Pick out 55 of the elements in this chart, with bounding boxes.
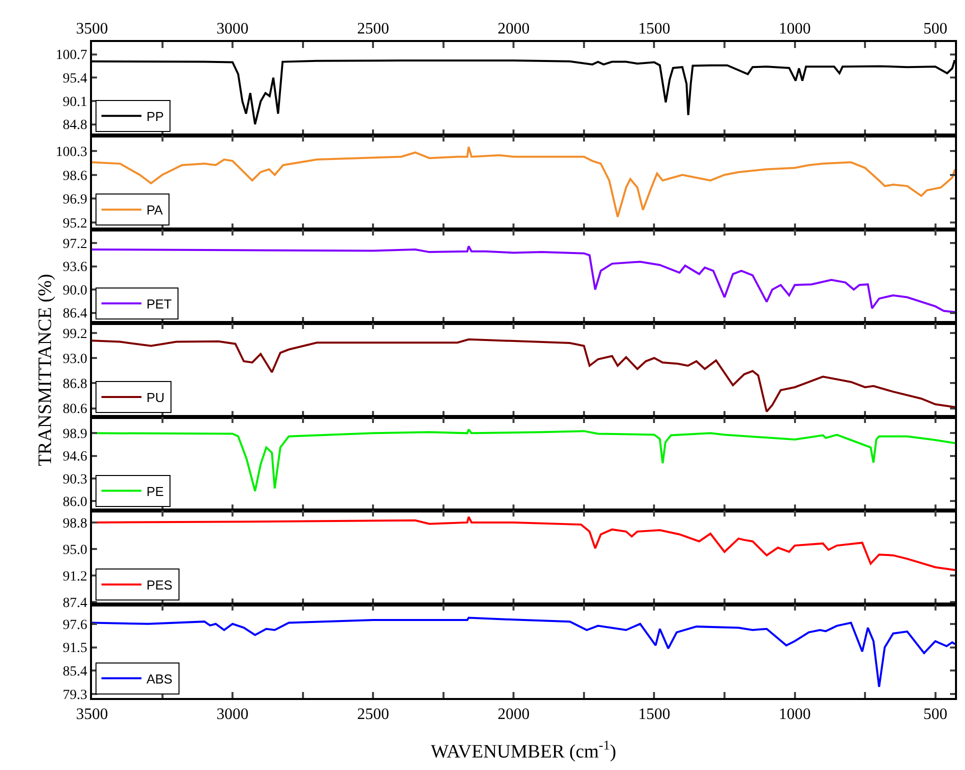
y-tick-label: 86.8 (62, 377, 88, 392)
x-tick-label: 3500 (76, 20, 108, 38)
y-tick-label: 91.2 (62, 570, 88, 585)
line-series (92, 616, 955, 688)
y-tick-label: 93.0 (62, 352, 88, 367)
y-tick-label: 95.0 (62, 542, 88, 558)
y-tick-label: 99.2 (62, 326, 88, 342)
x-tick-label: 1000 (778, 706, 811, 724)
y-tick-label: 98.6 (62, 168, 88, 184)
x-tick-label: 2000 (498, 20, 530, 38)
y-tick-label: 97.2 (62, 236, 88, 252)
x-tick-label: 1000 (778, 20, 811, 38)
y-tick-label: 90.1 (62, 94, 88, 110)
x-tick-label: 2000 (498, 706, 530, 724)
y-tick-label: 100.3 (56, 145, 88, 160)
y-tick-label: 90.0 (62, 283, 88, 298)
y-tick-label: 87.4 (62, 596, 88, 612)
y-tick-label: 90.3 (62, 472, 88, 488)
legend-label: PET (146, 296, 172, 312)
line-series (92, 338, 955, 413)
y-tick-label: 94.6 (62, 450, 88, 465)
y-tick-label: 97.6 (62, 618, 88, 633)
y-tick-label: 85.4 (62, 664, 88, 680)
x-axis-title: WAVENUMBER (cm$^{-1}$) (430, 738, 616, 762)
x-tick-label: 500 (923, 20, 948, 38)
x-tick-label: 3000 (216, 20, 249, 38)
x-tick-label: 2500 (357, 706, 390, 724)
y-tick-label: 86.4 (62, 306, 88, 322)
line-series (92, 146, 955, 218)
legend-label: PES (146, 578, 173, 593)
line-series (92, 245, 955, 314)
y-tick-label: 79.3 (62, 688, 88, 704)
y-tick-label: 98.8 (62, 516, 88, 532)
y-tick-label: 98.9 (62, 427, 88, 442)
legend-label: ABS (146, 671, 173, 686)
y-tick-label: 84.8 (62, 118, 88, 134)
y-tick-label: 91.5 (62, 641, 88, 656)
x-tick-label: 500 (923, 706, 948, 724)
y-tick-label: 95.4 (62, 72, 88, 87)
legend-label: PU (146, 390, 165, 406)
y-tick-label: 80.6 (62, 402, 88, 418)
legend-label: PE (146, 484, 164, 499)
y-tick-label: 95.2 (62, 216, 88, 232)
x-tick-label: 1500 (638, 20, 670, 38)
legend-label: PP (146, 108, 164, 124)
y-tick-label: 96.9 (62, 192, 88, 208)
x-tick-label: 3500 (76, 706, 108, 724)
x-tick-label: 1500 (638, 706, 670, 724)
y-tick-label: 86.0 (62, 494, 88, 510)
y-axis-title: TRANSMITTANCE (%) (35, 274, 56, 466)
x-tick-label: 3000 (216, 706, 249, 724)
x-tick-label: 2500 (357, 20, 390, 38)
y-tick-label: 93.6 (62, 260, 88, 276)
legend-label: PA (146, 202, 164, 218)
y-tick-label: 100.7 (56, 48, 88, 64)
